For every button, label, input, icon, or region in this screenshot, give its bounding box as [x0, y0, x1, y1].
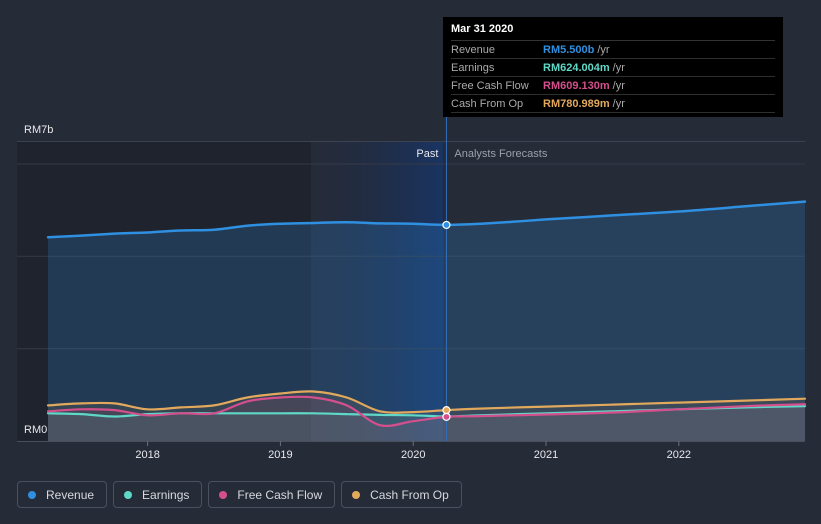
- revenue-line: [46, 200, 807, 239]
- earnings-area: [48, 406, 805, 441]
- legend-dot-icon: [28, 490, 36, 499]
- free-cash-flow-line: [46, 395, 807, 427]
- legend-dot-icon: [124, 490, 133, 499]
- legend: Revenue Earnings Free Cash Flow Cash Fro…: [17, 481, 462, 508]
- legend-dot-icon: [219, 490, 228, 499]
- x-tick-label: 2021: [534, 449, 558, 461]
- tooltip-row-free-cash-flow: Free Cash Flow RM609.130m /yr: [451, 77, 775, 95]
- tooltip-label: Earnings: [451, 61, 495, 74]
- legend-label: Free Cash Flow: [237, 487, 323, 502]
- forecast-label: Analysts Forecasts: [454, 148, 547, 160]
- y-label-bottom: RM0: [24, 424, 47, 436]
- tooltip-value: RM609.130m: [543, 79, 610, 92]
- past-dark-band: [17, 142, 311, 441]
- tooltip-unit: /yr: [612, 61, 625, 74]
- x-tick-label: 2020: [401, 449, 425, 461]
- cash-from-op-line: [46, 390, 807, 414]
- tooltip-unit: /yr: [612, 79, 625, 92]
- legend-item-revenue[interactable]: Revenue: [17, 481, 108, 508]
- tooltip-point-marker: [442, 412, 451, 421]
- tooltip-row-cash-from-op: Cash From Op RM780.989m /yr: [451, 95, 775, 113]
- legend-label: Earnings: [142, 487, 190, 502]
- legend-label: Revenue: [46, 487, 95, 502]
- past-label: Past: [416, 148, 438, 160]
- tooltip-date: Mar 31 2020: [451, 23, 775, 41]
- past-highlight-band: [311, 142, 443, 441]
- earnings-line: [46, 405, 807, 418]
- tooltip-unit: /yr: [597, 43, 610, 56]
- tooltip-value: RM780.989m: [543, 97, 610, 110]
- tooltip-point-marker: [442, 220, 451, 230]
- legend-label: Cash From Op: [370, 487, 449, 502]
- tooltip-unit: /yr: [612, 97, 625, 110]
- y-label-top: RM7b: [24, 124, 53, 136]
- x-tick-label: 2018: [135, 449, 159, 461]
- legend-item-cash-from-op[interactable]: Cash From Op: [341, 481, 462, 508]
- tooltip-label: Cash From Op: [451, 97, 524, 110]
- tooltip: Mar 31 2020 Revenue RM5.500b /yr Earning…: [443, 17, 783, 117]
- tooltip-value: RM624.004m: [543, 61, 610, 74]
- revenue-area: [48, 201, 805, 441]
- legend-item-free-cash-flow[interactable]: Free Cash Flow: [208, 481, 336, 508]
- x-tick-label: 2019: [268, 449, 292, 461]
- tooltip-point-marker: [442, 406, 451, 415]
- legend-item-earnings[interactable]: Earnings: [113, 481, 203, 508]
- tooltip-row-earnings: Earnings RM624.004m /yr: [451, 59, 775, 77]
- tooltip-row-revenue: Revenue RM5.500b /yr: [451, 41, 775, 59]
- tooltip-label: Revenue: [451, 43, 496, 56]
- tooltip-value: RM5.500b: [543, 43, 595, 56]
- x-tick-label: 2022: [667, 449, 691, 461]
- free-cash-flow-area: [48, 396, 805, 441]
- tooltip-label: Free Cash Flow: [451, 79, 529, 92]
- legend-dot-icon: [352, 490, 361, 499]
